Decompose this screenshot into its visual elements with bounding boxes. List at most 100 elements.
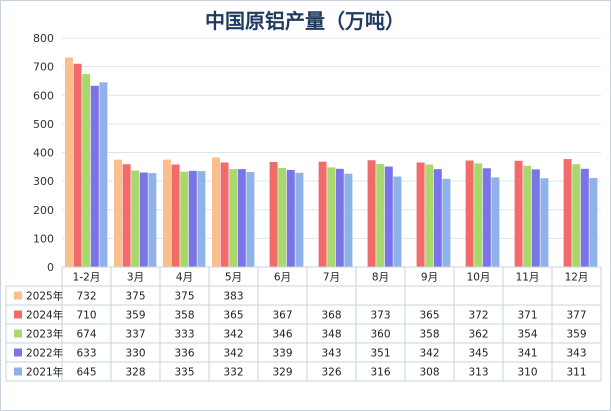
- bar: [523, 165, 532, 267]
- y-tick-label: 200: [33, 204, 54, 217]
- bar: [188, 170, 197, 267]
- data-cell: 377: [566, 310, 586, 322]
- bar: [65, 57, 73, 268]
- bar: [131, 170, 140, 267]
- legend-swatch: [14, 348, 22, 357]
- category-label: 6月: [274, 272, 291, 284]
- legend-label: 2022年: [26, 347, 63, 360]
- data-cell: 308: [419, 367, 439, 379]
- category-label: 1-2月: [73, 272, 101, 284]
- bar: [425, 164, 434, 267]
- data-cell: 343: [321, 348, 341, 360]
- data-cell: 342: [419, 348, 439, 360]
- data-cell: 335: [174, 367, 194, 379]
- bar: [286, 169, 295, 267]
- bar: [442, 178, 451, 267]
- bar: [212, 157, 220, 267]
- data-cell: 362: [468, 329, 488, 341]
- bar: [90, 85, 99, 268]
- category-label: 4月: [176, 272, 193, 284]
- data-cell: 674: [76, 329, 96, 341]
- bar: [139, 172, 148, 267]
- y-tick-label: 400: [33, 147, 54, 160]
- data-cell: 329: [272, 367, 292, 379]
- data-cell: 313: [468, 367, 488, 379]
- data-cell: 342: [223, 329, 243, 341]
- data-cell: 375: [174, 291, 194, 303]
- y-tick-label: 700: [33, 61, 54, 74]
- bar: [433, 169, 442, 267]
- chart-title: 中国原铝产量（万吨）: [205, 9, 405, 33]
- y-tick-label: 600: [33, 89, 54, 102]
- data-cell: 359: [566, 329, 586, 341]
- data-cell: 311: [566, 367, 586, 379]
- bar: [563, 159, 572, 267]
- data-cell: 360: [370, 329, 390, 341]
- data-cell: 367: [272, 310, 292, 322]
- data-cell: 375: [125, 291, 145, 303]
- legend-label: 2023年: [26, 328, 63, 341]
- bar: [344, 173, 353, 267]
- bar: [180, 171, 189, 267]
- category-label: 7月: [323, 272, 340, 284]
- bar: [122, 164, 131, 267]
- bar: [572, 164, 581, 267]
- data-cell: 383: [223, 291, 243, 303]
- data-cell: 328: [125, 367, 145, 379]
- data-cell: 326: [321, 367, 341, 379]
- bar: [514, 160, 523, 267]
- data-cell: 359: [125, 310, 145, 322]
- category-label: 5月: [225, 272, 242, 284]
- category-label: 3月: [127, 272, 144, 284]
- bar: [163, 159, 171, 267]
- data-cell: 343: [566, 348, 586, 360]
- bar: [384, 166, 393, 267]
- bar: [114, 159, 122, 267]
- data-cell: 333: [174, 329, 194, 341]
- legend-swatch: [14, 310, 22, 319]
- data-cell: 336: [174, 348, 194, 360]
- bar: [376, 163, 385, 267]
- bar: [171, 164, 180, 267]
- legend-swatch: [14, 367, 22, 376]
- data-cell: 710: [76, 310, 96, 322]
- bar: [269, 161, 278, 267]
- data-cell: 371: [517, 310, 537, 322]
- bar: [295, 172, 304, 267]
- bar: [148, 173, 157, 267]
- y-tick-label: 0: [47, 261, 54, 274]
- bar: [318, 161, 327, 267]
- data-cell: 354: [517, 329, 537, 341]
- category-label: 9月: [421, 272, 438, 284]
- data-cell: 365: [223, 310, 243, 322]
- bar: [367, 160, 376, 267]
- data-cell: 341: [517, 348, 537, 360]
- data-table: 1-2月 3月 4月 5月 6月 7月 8月 9月 10月 11月 12月 2025年 732 375 37…: [5, 266, 602, 382]
- bar: [474, 163, 483, 267]
- data-cell: 368: [321, 310, 341, 322]
- y-tick-label: 300: [33, 175, 54, 188]
- bar: [393, 176, 402, 267]
- legend-label: 2024年: [26, 309, 63, 322]
- data-cell: 310: [517, 367, 537, 379]
- bar: [73, 63, 82, 268]
- data-cell: 339: [272, 348, 292, 360]
- legend-swatch: [14, 329, 22, 338]
- bar: [237, 169, 246, 267]
- data-cell: 373: [370, 310, 390, 322]
- bar: [220, 162, 229, 267]
- data-cell: 351: [370, 348, 390, 360]
- y-tick-label: 500: [33, 118, 54, 131]
- y-axis-ticks: 0 100 200 300 400 500 600 700 800: [33, 32, 54, 274]
- bars: [65, 57, 598, 268]
- bar: [540, 178, 549, 267]
- data-cell: 330: [125, 348, 145, 360]
- data-cell: 358: [419, 329, 439, 341]
- data-cell: 348: [321, 329, 341, 341]
- bar: [278, 167, 287, 267]
- data-cell: 337: [125, 329, 145, 341]
- data-cell: 316: [370, 367, 390, 379]
- bar: [589, 177, 598, 267]
- category-label: 8月: [372, 272, 389, 284]
